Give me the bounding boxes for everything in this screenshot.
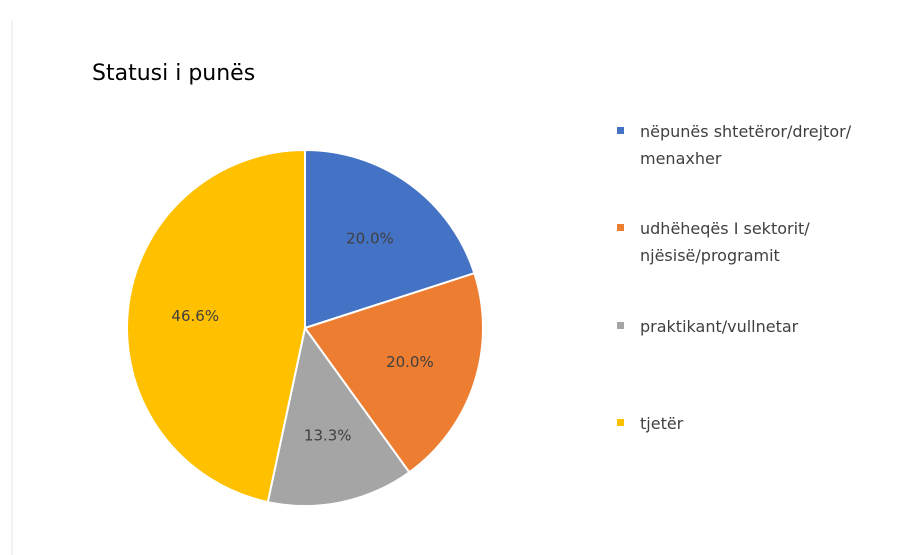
pie-slice bbox=[303, 271, 484, 474]
pie-slice bbox=[266, 325, 411, 507]
data-label: 46.6% bbox=[171, 307, 219, 325]
pie-slice bbox=[304, 148, 476, 330]
legend-label: udhëheqës I sektorit/ njësisë/programit bbox=[640, 219, 810, 265]
legend-item: tjetër bbox=[617, 410, 683, 437]
legend-label: tjetër bbox=[640, 414, 684, 433]
legend-swatch bbox=[617, 419, 624, 426]
data-label: 13.3% bbox=[304, 426, 352, 444]
legend-swatch bbox=[617, 224, 624, 231]
legend-item: udhëheqës I sektorit/ njësisë/programit bbox=[617, 215, 810, 269]
legend-item: nëpunës shtetëror/drejtor/ menaxher bbox=[617, 118, 851, 172]
legend-swatch bbox=[617, 322, 624, 329]
legend-swatch bbox=[617, 127, 624, 134]
pie-slice bbox=[126, 148, 306, 504]
legend-label: praktikant/vullnetar bbox=[640, 317, 799, 336]
chart-title: Statusi i punës bbox=[92, 61, 255, 86]
legend-item: praktikant/vullnetar bbox=[617, 313, 798, 340]
data-label: 20.0% bbox=[346, 229, 394, 247]
data-label: 20.0% bbox=[386, 353, 434, 371]
legend-label: nëpunës shtetëror/drejtor/ menaxher bbox=[640, 122, 852, 168]
